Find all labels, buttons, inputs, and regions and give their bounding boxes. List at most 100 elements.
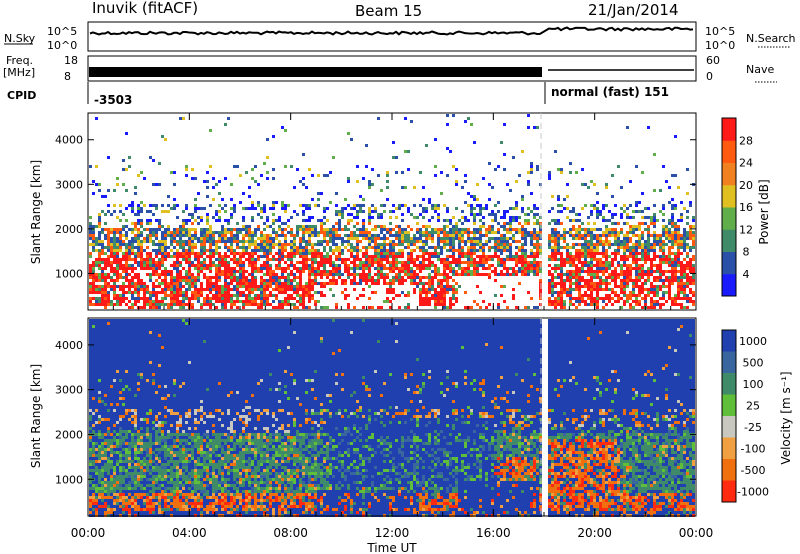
data-cell [476, 261, 479, 264]
data-cell [656, 240, 659, 243]
data-cell [101, 373, 104, 376]
data-cell [617, 243, 620, 246]
data-cell [206, 297, 209, 300]
data-cell [224, 294, 227, 297]
data-cell [104, 376, 107, 379]
data-cell [425, 234, 428, 237]
data-cell [137, 279, 140, 282]
data-cell [104, 291, 107, 294]
data-cell [692, 246, 695, 249]
data-cell [119, 303, 122, 306]
data-cell [227, 300, 230, 303]
data-cell [416, 216, 419, 219]
data-cell [587, 270, 590, 273]
data-cell [392, 255, 395, 258]
data-cell [374, 282, 377, 285]
data-cell [458, 255, 461, 258]
data-cell [89, 276, 92, 279]
data-cell [194, 204, 197, 207]
data-cell [407, 240, 410, 243]
data-cell [581, 264, 584, 267]
data-cell [269, 279, 272, 282]
data-cell [104, 388, 107, 391]
data-cell [320, 258, 323, 261]
data-cell [176, 264, 179, 267]
data-cell [281, 222, 284, 225]
data-cell [269, 291, 272, 294]
data-cell [119, 243, 122, 246]
data-cell [425, 144, 428, 147]
data-cell [131, 291, 134, 294]
data-cell [656, 276, 659, 279]
data-cell [686, 297, 689, 300]
data-cell [488, 249, 491, 252]
data-cell [89, 424, 92, 427]
data-cell [287, 267, 290, 270]
data-cell [410, 279, 413, 282]
data-cell [149, 261, 152, 264]
data-cell [92, 270, 95, 273]
data-cell [263, 303, 266, 306]
data-cell [113, 243, 116, 246]
data-cell [251, 303, 254, 306]
data-cell [530, 261, 533, 264]
data-cell [284, 237, 287, 240]
data-cell [431, 234, 434, 237]
data-cell [272, 243, 275, 246]
data-cell [284, 129, 287, 132]
data-cell [233, 249, 236, 252]
data-cell [134, 225, 137, 228]
data-cell [623, 237, 626, 240]
data-cell [125, 237, 128, 240]
data-cell [626, 267, 629, 270]
data-cell [410, 255, 413, 258]
data-cell [320, 243, 323, 246]
data-cell [230, 228, 233, 231]
data-cell [437, 216, 440, 219]
data-cell [98, 487, 101, 490]
data-cell [134, 303, 137, 306]
data-cell [287, 288, 290, 291]
data-cell [647, 258, 650, 261]
data-cell [311, 282, 314, 285]
data-cell [461, 231, 464, 234]
data-cell [557, 294, 560, 297]
data-cell [425, 276, 428, 279]
data-cell [680, 261, 683, 264]
data-cell [140, 171, 143, 174]
data-cell [557, 276, 560, 279]
data-cell [563, 261, 566, 264]
data-cell [452, 246, 455, 249]
data-cell [134, 255, 137, 258]
data-cell [197, 267, 200, 270]
data-cell [155, 207, 158, 210]
data-cell [524, 267, 527, 270]
data-cell [281, 207, 284, 210]
data-cell [527, 219, 530, 222]
data-cell [407, 276, 410, 279]
data-cell [206, 222, 209, 225]
data-cell [272, 135, 275, 138]
data-cell [512, 270, 515, 273]
data-cell [434, 231, 437, 234]
data-cell [356, 204, 359, 207]
data-cell [266, 273, 269, 276]
data-cell [365, 261, 368, 264]
data-cell [581, 300, 584, 303]
data-cell [548, 273, 551, 276]
data-cell [98, 382, 101, 385]
data-cell [368, 261, 371, 264]
data-cell [365, 237, 368, 240]
data-cell [353, 231, 356, 234]
data-cell [203, 228, 206, 231]
data-cell [95, 439, 98, 442]
data-cell [416, 267, 419, 270]
data-cell [137, 291, 140, 294]
data-cell [449, 303, 452, 306]
data-cell [524, 222, 527, 225]
data-cell [293, 210, 296, 213]
data-cell [515, 231, 518, 234]
data-cell [461, 267, 464, 270]
data-cell [131, 204, 134, 207]
data-cell [431, 252, 434, 255]
